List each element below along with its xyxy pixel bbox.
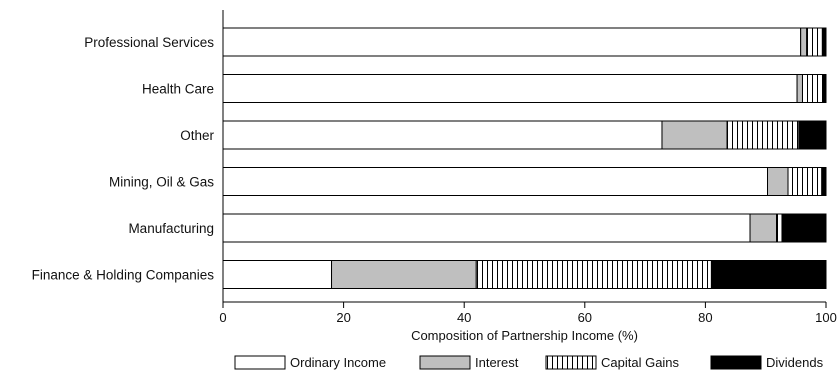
bar-segment-1-3: [222, 120, 663, 150]
bar-segment-3-5: [776, 213, 783, 243]
bar-segment-3-6: [475, 260, 712, 289]
bar-segment-3-2: [801, 74, 824, 103]
bar-segment-1-4: [222, 167, 769, 196]
legend-label-3: Capital Gains: [601, 355, 680, 370]
bar-segment-3-4: [787, 167, 823, 196]
x-axis-title: Composition of Partnership Income (%): [411, 328, 638, 343]
bar-segment-3-1: [806, 27, 823, 57]
bar-segment-4-2: [822, 74, 827, 103]
x-tick-label: 100: [815, 310, 837, 325]
category-label: Mining, Oil & Gas: [109, 175, 214, 190]
bar-segment-1-6: [222, 260, 333, 289]
x-axis: 0 20 40 60 80 100: [219, 10, 837, 325]
bar-segment-4-1: [821, 27, 827, 57]
bar-segment-4-3: [798, 120, 827, 150]
bar-segment-3-3: [726, 120, 800, 150]
legend-label-1: Ordinary Income: [290, 355, 386, 370]
category-label: Health Care: [142, 82, 214, 97]
category-label: Manufacturing: [128, 221, 214, 236]
legend-swatch-2: [419, 355, 471, 370]
bar-segment-2-5: [749, 213, 778, 243]
x-tick-label: 80: [698, 310, 712, 325]
x-tick-label: 20: [336, 310, 350, 325]
bar-segment-2-4: [767, 167, 789, 196]
legend-label-4: Dividends: [766, 355, 824, 370]
bar-segment-4-5: [781, 213, 827, 243]
bar-segment-2-1: [800, 27, 808, 57]
bar-segment-4-6: [710, 260, 827, 289]
x-tick-label: 0: [219, 310, 226, 325]
bar-segment-1-5: [222, 213, 751, 243]
category-label: Other: [180, 128, 214, 143]
bar-segment-2-2: [796, 74, 803, 103]
bar-segment-1-1: [222, 27, 802, 57]
category-label: Finance & Holding Companies: [32, 268, 215, 283]
category-labels: Professional Services Health Care Other Min…: [32, 35, 215, 283]
legend-swatch-4: [710, 355, 762, 370]
legend-label-2: Interest: [475, 355, 519, 370]
legend-swatch-3: [545, 355, 597, 370]
category-label: Professional Services: [84, 35, 214, 50]
bar-segment-1-2: [222, 74, 798, 103]
x-tick-label: 40: [457, 310, 471, 325]
plot-area: [222, 27, 827, 289]
bar-segment-4-4: [821, 167, 827, 196]
x-tick-label: 60: [578, 310, 592, 325]
legend-swatch-1: [234, 355, 286, 370]
bar-segment-2-6: [331, 260, 477, 289]
legend: Ordinary Income Interest Capital Gains Divi…: [234, 355, 824, 370]
bar-segment-2-3: [661, 120, 728, 150]
